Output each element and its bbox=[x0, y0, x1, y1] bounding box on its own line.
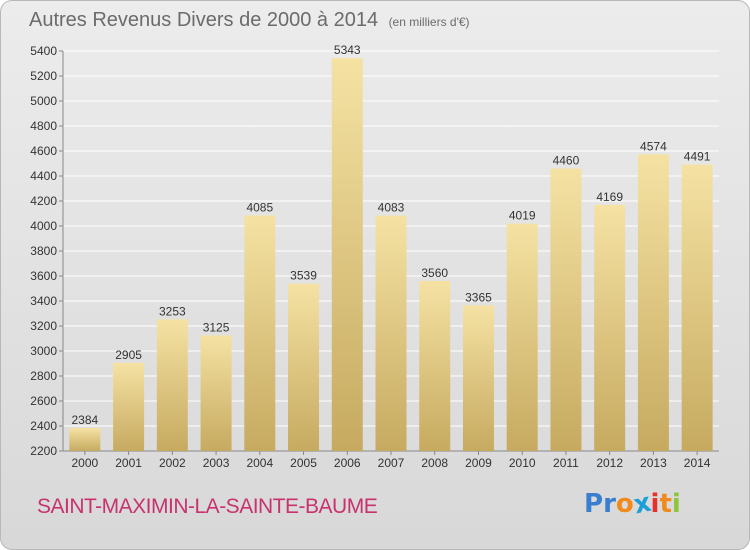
data-label: 4085 bbox=[246, 200, 273, 214]
data-label: 3125 bbox=[203, 320, 230, 334]
y-tick-label: 3600 bbox=[30, 269, 57, 283]
y-tick-label: 2800 bbox=[30, 369, 57, 383]
y-tick-label: 4800 bbox=[30, 119, 57, 133]
y-tick-label: 2400 bbox=[30, 419, 57, 433]
bar-2007 bbox=[375, 215, 407, 451]
y-tick-label: 3200 bbox=[30, 319, 57, 333]
chart-title-block: Autres Revenus Divers de 2000 à 2014 (en… bbox=[29, 9, 470, 32]
data-label: 3253 bbox=[159, 304, 186, 318]
bar-2005 bbox=[288, 283, 320, 451]
proxiti-logo: Proxiti bbox=[584, 488, 681, 521]
logo-letter: P bbox=[584, 489, 604, 519]
data-label: 4019 bbox=[509, 209, 536, 223]
y-tick-label: 3400 bbox=[30, 294, 57, 308]
bar-2000 bbox=[69, 428, 101, 451]
y-tick-label: 5200 bbox=[30, 69, 57, 83]
x-tick-label: 2011 bbox=[553, 456, 579, 470]
x-tick-label: 2006 bbox=[334, 456, 361, 470]
logo-letter: t bbox=[659, 489, 672, 519]
data-label: 4491 bbox=[684, 150, 711, 164]
data-label: 3560 bbox=[421, 266, 448, 280]
x-tick-label: 2000 bbox=[72, 456, 99, 470]
data-label: 3365 bbox=[465, 290, 492, 304]
bar-2001 bbox=[113, 362, 145, 451]
x-tick-label: 2013 bbox=[640, 456, 667, 470]
x-tick-label: 2009 bbox=[465, 456, 492, 470]
x-tick-label: 2004 bbox=[246, 456, 273, 470]
data-label: 4460 bbox=[553, 154, 580, 168]
x-tick-label: 2003 bbox=[203, 456, 230, 470]
y-tick-label: 4000 bbox=[30, 219, 57, 233]
data-label: 2905 bbox=[115, 348, 142, 362]
bar-2004 bbox=[244, 215, 276, 451]
logo-letter: o bbox=[615, 489, 634, 519]
y-tick-label: 3800 bbox=[30, 244, 57, 258]
y-tick-label: 4200 bbox=[30, 194, 57, 208]
bar-2009 bbox=[462, 305, 494, 451]
chart-title: Autres Revenus Divers de 2000 à 2014 bbox=[29, 9, 379, 31]
logo-letter: i bbox=[671, 489, 681, 519]
x-tick-label: 2002 bbox=[159, 456, 186, 470]
bar-2008 bbox=[419, 281, 451, 451]
bar-2002 bbox=[156, 319, 188, 451]
bar-2012 bbox=[594, 204, 626, 451]
data-label: 3539 bbox=[290, 269, 317, 283]
x-tick-label: 2005 bbox=[290, 456, 317, 470]
y-tick-label: 2200 bbox=[30, 444, 57, 458]
logo-letter: r bbox=[603, 489, 616, 519]
data-label: 4083 bbox=[378, 201, 405, 215]
data-label: 4574 bbox=[640, 139, 667, 153]
y-tick-label: 2600 bbox=[30, 394, 57, 408]
commune-name: SAINT-MAXIMIN-LA-SAINTE-BAUME bbox=[37, 495, 378, 518]
bar-2011 bbox=[550, 168, 582, 451]
bar-2006 bbox=[331, 58, 363, 451]
x-tick-label: 2012 bbox=[596, 456, 623, 470]
data-label: 4169 bbox=[596, 190, 623, 204]
x-tick-label: 2001 bbox=[115, 456, 142, 470]
data-label: 2384 bbox=[72, 413, 99, 427]
x-tick-label: 2008 bbox=[421, 456, 448, 470]
chart-subtitle: (en milliers d'€) bbox=[388, 15, 470, 29]
bar-2013 bbox=[637, 154, 669, 451]
x-tick-label: 2007 bbox=[378, 456, 405, 470]
y-tick-label: 3000 bbox=[30, 344, 57, 358]
y-tick-label: 4600 bbox=[30, 144, 57, 158]
y-tick-label: 5400 bbox=[30, 44, 57, 58]
y-tick-label: 5000 bbox=[30, 94, 57, 108]
x-tick-label: 2010 bbox=[509, 456, 536, 470]
data-label: 5343 bbox=[334, 43, 361, 57]
y-tick-label: 4400 bbox=[30, 169, 57, 183]
bar-2003 bbox=[200, 335, 232, 451]
logo-letter: i bbox=[650, 489, 660, 519]
x-tick-label: 2014 bbox=[684, 456, 711, 470]
bar-2014 bbox=[681, 164, 713, 451]
bar-2010 bbox=[506, 223, 538, 451]
